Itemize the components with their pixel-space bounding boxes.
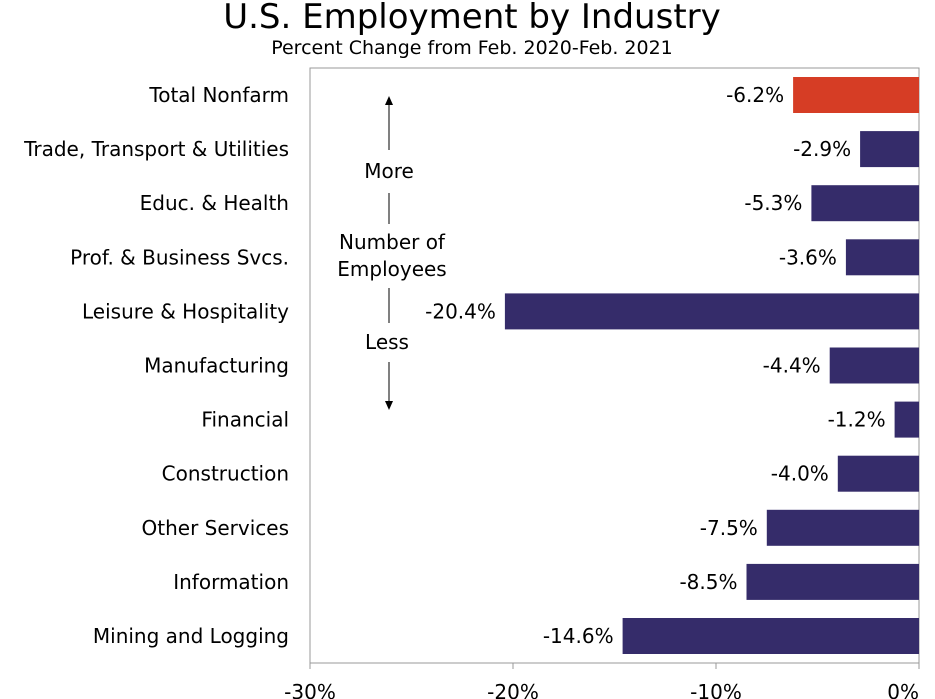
- category-label: Trade, Transport & Utilities: [23, 137, 289, 161]
- data-label: -2.9%: [793, 137, 851, 161]
- annotation-arrow-up-icon: [385, 96, 393, 105]
- category-label: Total Nonfarm: [148, 83, 289, 107]
- bar: [766, 509, 920, 546]
- category-label: Mining and Logging: [93, 624, 289, 648]
- bar: [793, 77, 919, 113]
- x-axis-group: -30% -20% -10% 0%: [284, 663, 920, 699]
- value-labels-group: -6.2% -2.9% -5.3% -3.6% -20.4% -4.4% -1.2% -4.0…: [425, 83, 885, 648]
- data-label: -3.6%: [779, 245, 837, 269]
- bar: [504, 293, 919, 330]
- chart-title: U.S. Employment by Industry: [223, 0, 721, 37]
- category-label: Leisure & Hospitality: [82, 299, 289, 323]
- category-label: Information: [173, 570, 289, 594]
- data-label: -7.5%: [700, 516, 758, 540]
- category-label: Financial: [201, 408, 289, 432]
- data-label: -14.6%: [543, 624, 614, 648]
- category-labels-group: Total Nonfarm Trade, Transport & Utilitie…: [23, 83, 289, 648]
- data-label: -1.2%: [828, 408, 886, 432]
- employee-annotation: More Number of Employees Less: [337, 96, 447, 410]
- x-tick-label: 0%: [887, 680, 919, 699]
- annotation-more: More: [364, 159, 414, 183]
- category-label: Construction: [162, 462, 289, 486]
- annotation-less: Less: [365, 330, 409, 354]
- x-tick-label: -10%: [690, 680, 742, 699]
- data-label: -4.4%: [763, 354, 821, 378]
- category-label: Manufacturing: [144, 354, 289, 378]
- annotation-employees: Employees: [337, 257, 446, 281]
- annotation-number-of: Number of: [339, 230, 446, 254]
- bar: [829, 347, 919, 384]
- data-label: -8.5%: [679, 570, 737, 594]
- bar: [860, 131, 919, 168]
- bars-group: [504, 77, 920, 654]
- data-label: -6.2%: [726, 83, 784, 107]
- data-label: -20.4%: [425, 299, 496, 323]
- data-label: -5.3%: [744, 191, 802, 215]
- bar: [845, 239, 919, 276]
- bar: [811, 185, 919, 222]
- category-label: Educ. & Health: [140, 191, 289, 215]
- annotation-arrow-down-icon: [385, 401, 393, 410]
- category-label: Other Services: [142, 516, 289, 540]
- bar: [894, 401, 919, 438]
- bar: [837, 455, 919, 492]
- bar: [622, 618, 919, 654]
- x-tick-label: -20%: [487, 680, 539, 699]
- bar: [746, 563, 919, 600]
- category-label: Prof. & Business Svcs.: [70, 245, 289, 269]
- data-label: -4.0%: [771, 462, 829, 486]
- x-tick-label: -30%: [284, 680, 336, 699]
- chart-subtitle: Percent Change from Feb. 2020-Feb. 2021: [271, 37, 673, 59]
